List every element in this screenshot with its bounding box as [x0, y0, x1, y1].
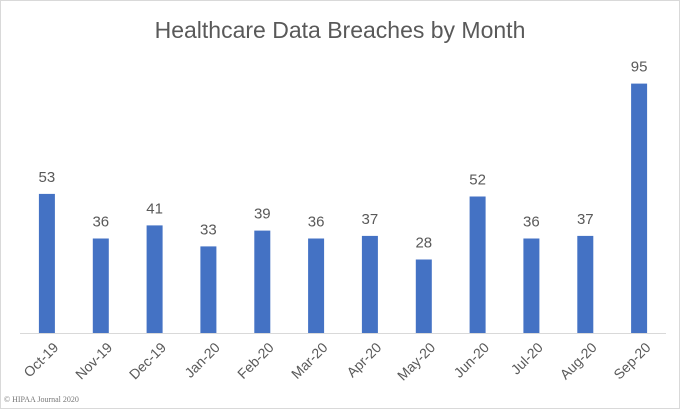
- x-tick-label-Mar-20: Mar-20: [288, 339, 331, 382]
- x-tick-label-Nov-19: Nov-19: [72, 339, 115, 382]
- x-tick-label-Jun-20: Jun-20: [450, 339, 492, 381]
- data-label-Dec-19: 41: [146, 200, 163, 217]
- bar-Jun-20: [469, 196, 486, 333]
- x-tick-label-Feb-20: Feb-20: [234, 339, 277, 382]
- x-tick-label-Jan-20: Jan-20: [181, 339, 223, 381]
- bar-Dec-19: [146, 225, 163, 333]
- x-tick-label-Dec-19: Dec-19: [126, 339, 169, 382]
- bar-Feb-20: [254, 230, 271, 333]
- data-label-Feb-20: 39: [254, 206, 271, 223]
- chart-title: Healthcare Data Breaches by Month: [154, 17, 526, 43]
- bar-Jul-20: [523, 238, 540, 333]
- bar-May-20: [415, 259, 432, 333]
- x-tick-label-Aug-20: Aug-20: [557, 339, 600, 382]
- bar-Oct-19: [38, 193, 55, 333]
- bar-Apr-20: [361, 235, 378, 333]
- data-label-Nov-19: 36: [92, 214, 109, 231]
- x-tick-label-Jul-20: Jul-20: [508, 339, 546, 377]
- data-label-Jul-20: 36: [523, 214, 540, 231]
- bar-Sep-20: [631, 83, 648, 333]
- data-label-Apr-20: 37: [362, 211, 379, 228]
- data-label-Sep-20: 95: [631, 59, 648, 76]
- data-label-Jan-20: 33: [200, 221, 217, 238]
- x-tick-label-Oct-19: Oct-19: [20, 339, 61, 380]
- bar-Nov-19: [92, 238, 109, 333]
- copyright-credit: © HIPAA Journal 2020: [4, 395, 79, 404]
- bar-Jan-20: [200, 246, 217, 333]
- x-tick-label-May-20: May-20: [394, 339, 438, 383]
- data-label-Aug-20: 37: [577, 211, 594, 228]
- bar-Aug-20: [577, 235, 594, 333]
- data-label-Jun-20: 52: [469, 172, 486, 189]
- x-tick-label-Apr-20: Apr-20: [343, 339, 384, 380]
- bar-Mar-20: [308, 238, 325, 333]
- data-label-Oct-19: 53: [39, 169, 56, 186]
- data-label-Mar-20: 36: [308, 214, 325, 231]
- data-label-May-20: 28: [415, 235, 432, 252]
- x-tick-label-Sep-20: Sep-20: [610, 339, 653, 382]
